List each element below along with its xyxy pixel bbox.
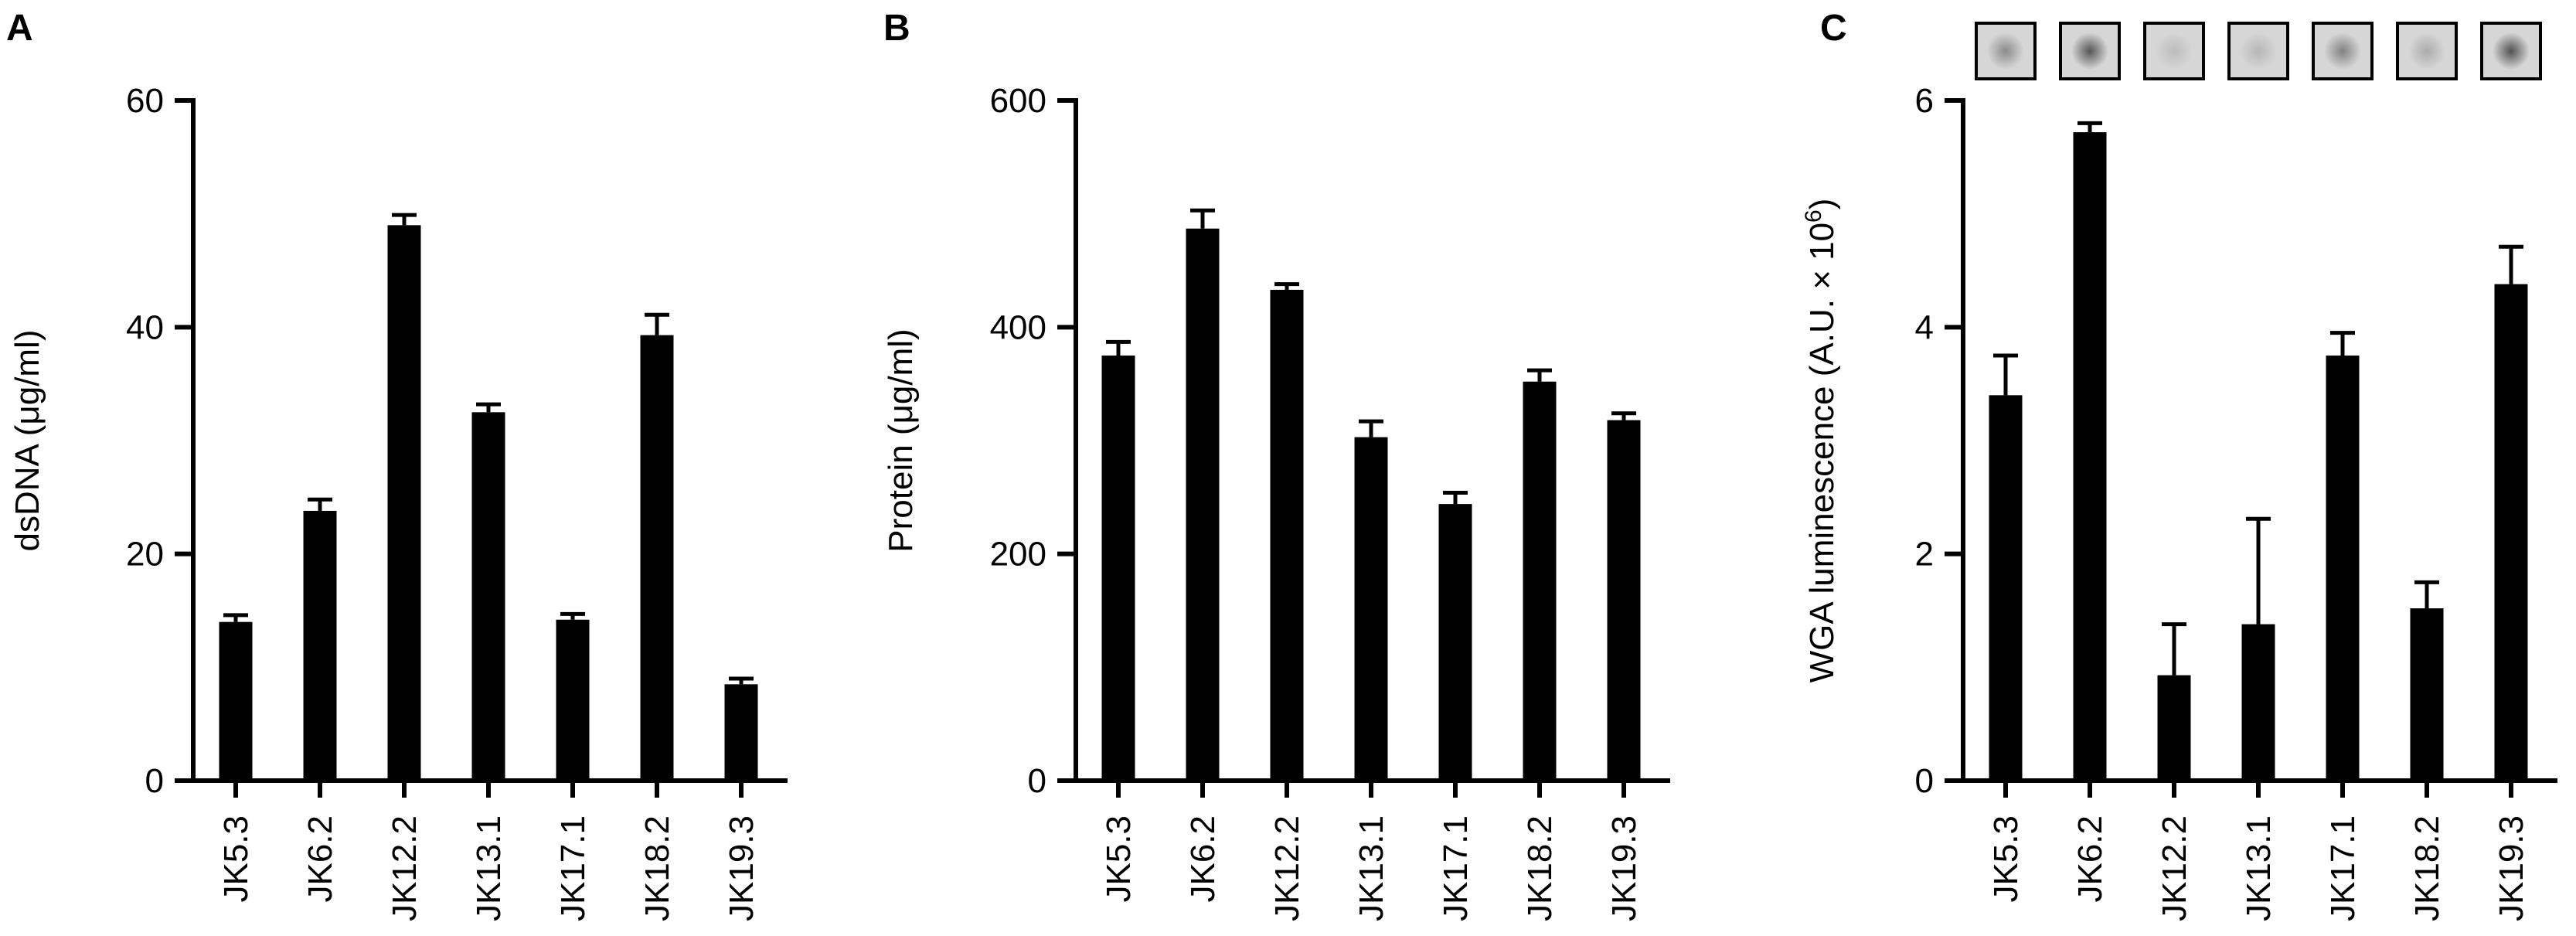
bar [2157,675,2191,781]
x-tick-label: JK6.2 [2071,815,2109,903]
y-axis-title: dsDNA (μg/ml) [9,330,46,552]
x-tick-label: JK13.1 [1353,815,1390,921]
dot-blot-image [2227,22,2289,80]
bar [303,510,337,781]
dot-blot-image [2480,22,2542,80]
x-tick-label: JK5.3 [1100,815,1138,903]
bar [1438,504,1472,781]
x-tick-label: JK12.2 [1268,815,1306,921]
x-tick-label: JK6.2 [1184,815,1222,903]
y-tick-label: 2 [1915,536,1934,574]
bar [2410,608,2444,781]
x-tick-label: JK17.1 [554,815,592,921]
y-tick-label: 600 [990,82,1046,120]
y-tick-label: 400 [990,308,1046,346]
bar [724,684,758,781]
panel-letter: A [6,8,33,49]
y-tick-label: 6 [1915,82,1934,120]
x-tick-label: JK12.2 [2156,815,2193,921]
bar [387,225,421,781]
x-tick-label: JK13.1 [470,815,508,921]
bar [219,621,253,781]
y-axis-title: Protein (μg/ml) [882,328,920,552]
bar [640,335,674,781]
x-tick-label: JK19.3 [723,815,761,921]
y-axis-title: WGA luminescence (A.U. × 106) [1801,199,1841,683]
x-tick-label: JK19.3 [2493,815,2530,921]
bar [471,412,505,781]
bar [1523,381,1557,781]
y-tick-label: 200 [990,536,1046,574]
panel-letter: B [883,8,910,49]
dot-blot-image [1975,22,2037,80]
chart-panel-c: C 0 2 4 6 WGA luminescence (A.U. × 106) JK5.3 J… [1801,8,2557,921]
bar [1607,420,1641,781]
x-tick-label: JK18.2 [638,815,676,921]
y-tick-label: 4 [1915,308,1934,346]
bar [1270,289,1304,781]
x-tick-label: JK12.2 [386,815,424,921]
chart-panel-a: A 0 20 40 60 dsDNA (μg/ml) JK5.3 JK6.2 JK12.2 JK1… [6,8,788,921]
dot-blot-image [2312,22,2374,80]
dot-blot-image [2143,22,2205,80]
x-tick-label: JK18.2 [2408,815,2446,921]
bar [1186,228,1220,781]
bar [1101,356,1135,781]
y-tick-label: 20 [126,536,164,574]
y-tick-label: 60 [126,82,164,120]
x-tick-label: JK17.1 [1437,815,1475,921]
bar [1989,395,2023,781]
x-tick-label: JK6.2 [301,815,339,903]
bar [1354,437,1388,781]
panel-letter: C [1820,8,1847,49]
bar [556,619,590,781]
x-tick-label: JK5.3 [217,815,255,903]
bar [2326,356,2360,781]
y-tick-label: 40 [126,308,164,346]
x-tick-label: JK5.3 [1987,815,2025,903]
chart-panel-b: B 0 200 400 600 Protein (μg/ml) JK5.3 JK6.2 JK12… [882,8,1670,921]
x-tick-label: JK17.1 [2324,815,2362,921]
y-tick-label: 0 [1915,762,1934,800]
dot-blot-image [2059,22,2121,80]
x-tick-label: JK18.2 [1521,815,1559,921]
y-tick-label: 0 [145,762,164,800]
bar [2494,284,2528,781]
x-tick-label: JK13.1 [2240,815,2278,921]
x-tick-label: JK19.3 [1605,815,1643,921]
bar [2073,132,2107,781]
y-tick-label: 0 [1028,762,1046,800]
dot-blot-image [2396,22,2458,80]
bar [2241,624,2275,781]
